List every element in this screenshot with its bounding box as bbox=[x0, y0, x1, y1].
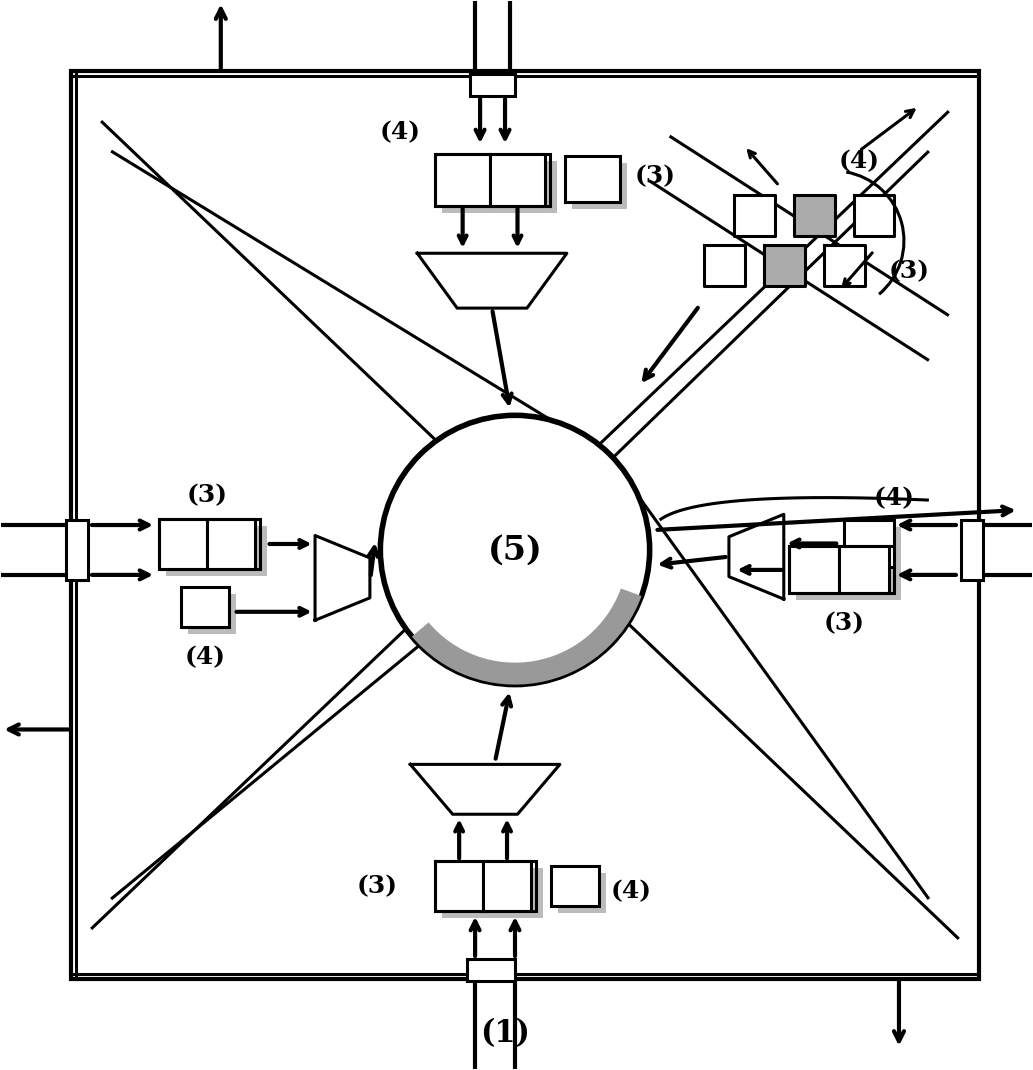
Text: (5): (5) bbox=[488, 534, 542, 566]
Bar bbox=[207, 519, 255, 569]
Bar bbox=[159, 519, 259, 569]
Text: (1): (1) bbox=[480, 1019, 530, 1050]
Polygon shape bbox=[410, 764, 560, 814]
Text: (3): (3) bbox=[186, 483, 227, 507]
Bar bbox=[181, 586, 228, 627]
Polygon shape bbox=[823, 245, 865, 286]
Bar bbox=[483, 861, 531, 911]
Bar bbox=[166, 526, 267, 576]
Polygon shape bbox=[763, 245, 805, 286]
Bar bbox=[435, 154, 550, 205]
Bar bbox=[435, 861, 536, 911]
Text: (4): (4) bbox=[874, 486, 914, 510]
Text: (4): (4) bbox=[184, 645, 225, 669]
Bar bbox=[435, 861, 483, 911]
Bar bbox=[71, 72, 978, 979]
Text: (4): (4) bbox=[839, 149, 879, 173]
Bar bbox=[66, 520, 88, 580]
Wedge shape bbox=[412, 588, 641, 685]
Text: (3): (3) bbox=[823, 611, 865, 636]
Text: (4): (4) bbox=[380, 120, 420, 144]
Polygon shape bbox=[703, 245, 745, 286]
Bar bbox=[558, 873, 605, 913]
Bar bbox=[470, 74, 515, 96]
Text: (3): (3) bbox=[356, 874, 398, 898]
Bar bbox=[490, 154, 545, 205]
Bar bbox=[572, 163, 627, 209]
Bar bbox=[442, 160, 557, 213]
Bar bbox=[435, 154, 490, 205]
Bar bbox=[442, 868, 543, 918]
Polygon shape bbox=[733, 196, 775, 236]
Bar bbox=[565, 156, 620, 202]
Bar bbox=[551, 866, 599, 906]
Bar bbox=[159, 519, 207, 569]
Polygon shape bbox=[729, 515, 784, 599]
Bar bbox=[188, 594, 236, 633]
Text: (3): (3) bbox=[888, 259, 930, 282]
Polygon shape bbox=[315, 535, 370, 621]
Bar bbox=[789, 547, 839, 594]
Text: (4): (4) bbox=[611, 880, 652, 903]
Bar bbox=[796, 553, 901, 600]
Polygon shape bbox=[853, 196, 895, 236]
Bar bbox=[467, 959, 515, 981]
Polygon shape bbox=[417, 254, 567, 308]
Bar bbox=[839, 547, 889, 594]
Circle shape bbox=[380, 415, 650, 685]
Text: (3): (3) bbox=[634, 164, 676, 188]
Bar bbox=[844, 520, 894, 567]
Bar bbox=[851, 528, 901, 574]
Bar bbox=[789, 547, 894, 594]
Polygon shape bbox=[793, 196, 835, 236]
Bar bbox=[961, 520, 982, 580]
